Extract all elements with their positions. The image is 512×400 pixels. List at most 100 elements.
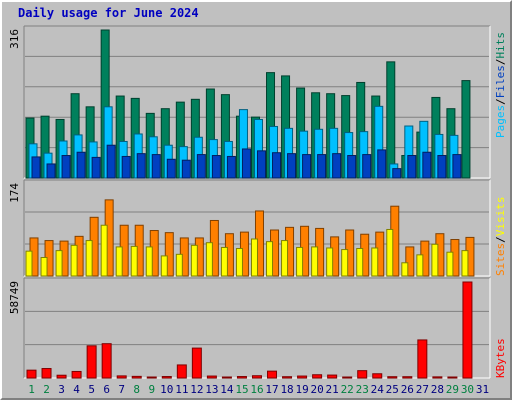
x-label-day-5: 5 [88, 383, 95, 396]
bar-kbytes-day-17 [267, 370, 278, 379]
bar-pages-day-25 [392, 168, 402, 179]
bar-pages-day-15 [241, 148, 251, 179]
bar-visits-day-26 [405, 246, 415, 277]
bar-kbytes-day-9 [146, 376, 157, 379]
bar-sites-day-27 [416, 254, 424, 277]
x-label-day-22: 22 [341, 383, 354, 396]
bar-kbytes-day-24 [372, 373, 383, 379]
ymax-label: 58749 [8, 281, 21, 314]
bar-hits-day-30 [461, 80, 471, 179]
x-label-day-4: 4 [73, 383, 80, 396]
bar-kbytes-day-20 [312, 374, 323, 379]
bar-pages-day-2 [46, 163, 56, 179]
bar-sites-day-16 [250, 238, 258, 277]
bar-kbytes-day-5 [86, 345, 97, 379]
x-label-day-31: 31 [476, 383, 489, 396]
legend-kbytes-part: KBytes [494, 338, 507, 378]
bar-pages-day-4 [76, 151, 86, 179]
bar-kbytes-day-1 [26, 369, 37, 379]
bar-sites-day-3 [55, 250, 63, 277]
x-label-day-13: 13 [205, 383, 218, 396]
x-label-day-1: 1 [28, 383, 35, 396]
x-label-day-8: 8 [133, 383, 140, 396]
x-label-day-30: 30 [461, 383, 474, 396]
bar-kbytes-day-29 [447, 376, 458, 379]
bar-kbytes-day-28 [432, 376, 443, 379]
bar-pages-day-6 [106, 144, 116, 179]
bar-sites-day-21 [326, 247, 334, 277]
legend-sites-visits-part: Visits [494, 197, 507, 237]
legend-pages-files-hits: Pages/Files/Hits [494, 32, 507, 138]
x-label-day-25: 25 [386, 383, 399, 396]
bar-kbytes-day-30 [462, 281, 473, 379]
bar-sites-day-9 [145, 246, 153, 277]
bar-visits-day-10 [164, 232, 174, 277]
bar-pages-day-23 [362, 154, 372, 179]
bar-pages-day-12 [196, 154, 206, 179]
x-label-day-24: 24 [371, 383, 385, 396]
bar-kbytes-day-16 [251, 375, 262, 379]
x-label-day-11: 11 [175, 383, 188, 396]
ymax-label: 316 [8, 29, 21, 49]
bar-pages-day-28 [437, 155, 447, 179]
bar-sites-day-28 [431, 243, 439, 277]
bar-pages-day-27 [422, 151, 432, 179]
bar-pages-day-5 [91, 156, 101, 179]
x-label-day-15: 15 [235, 383, 248, 396]
bar-pages-day-3 [61, 155, 71, 179]
bar-sites-day-24 [371, 247, 379, 277]
bar-sites-day-11 [175, 253, 183, 277]
bar-kbytes-day-27 [417, 339, 428, 379]
legend-sites-visits-part: / [494, 236, 507, 243]
bar-sites-day-6 [100, 224, 108, 277]
bar-kbytes-day-10 [161, 376, 172, 379]
x-label-day-27: 27 [416, 383, 429, 396]
legend-pages-files-hits-part: Files [494, 65, 507, 98]
bar-sites-day-18 [281, 240, 289, 277]
bar-sites-day-15 [235, 248, 243, 277]
bar-kbytes-day-4 [71, 370, 82, 379]
bar-pages-day-14 [226, 155, 236, 179]
x-label-day-6: 6 [103, 383, 110, 396]
bar-kbytes-day-22 [342, 376, 353, 379]
bar-kbytes-day-8 [131, 375, 142, 379]
bar-kbytes-day-2 [41, 368, 52, 379]
x-label-day-10: 10 [160, 383, 173, 396]
bar-hits-day-25 [386, 61, 396, 179]
bar-sites-day-5 [85, 240, 93, 277]
bar-kbytes-day-13 [206, 375, 217, 379]
bar-sites-day-23 [356, 248, 364, 277]
bar-pages-day-29 [452, 154, 462, 179]
x-label-day-12: 12 [190, 383, 203, 396]
bar-pages-day-16 [256, 150, 266, 179]
legend-kbytes: KBytes [494, 338, 507, 378]
x-label-day-29: 29 [446, 383, 459, 396]
legend-pages-files-hits-part: / [494, 59, 507, 66]
bar-sites-day-20 [311, 246, 319, 277]
bar-sites-day-8 [130, 245, 138, 277]
bar-pages-day-20 [317, 154, 327, 179]
legend-sites-visits: Sites/Visits [494, 197, 507, 277]
bar-sites-day-22 [341, 249, 349, 277]
bar-sites-day-26 [401, 262, 409, 277]
bar-kbytes-day-21 [327, 374, 338, 379]
bar-pages-day-1 [31, 156, 41, 179]
ymax-label: 174 [8, 183, 21, 203]
bar-pages-day-9 [151, 154, 161, 179]
bar-pages-day-17 [272, 152, 282, 179]
bar-sites-day-29 [446, 251, 454, 277]
legend-sites-visits-part: Sites [494, 243, 507, 276]
bar-pages-day-26 [407, 155, 417, 179]
legend-pages-files-hits-part: / [494, 98, 507, 105]
x-label-day-2: 2 [43, 383, 50, 396]
bar-sites-day-17 [266, 241, 274, 277]
bar-sites-day-2 [40, 256, 48, 277]
x-label-day-23: 23 [356, 383, 369, 396]
bar-kbytes-day-25 [387, 376, 398, 379]
bar-pages-day-22 [347, 155, 357, 179]
bar-sites-day-12 [190, 244, 198, 277]
bar-sites-day-13 [205, 242, 213, 277]
bar-sites-day-25 [386, 228, 394, 277]
x-label-day-3: 3 [58, 383, 65, 396]
